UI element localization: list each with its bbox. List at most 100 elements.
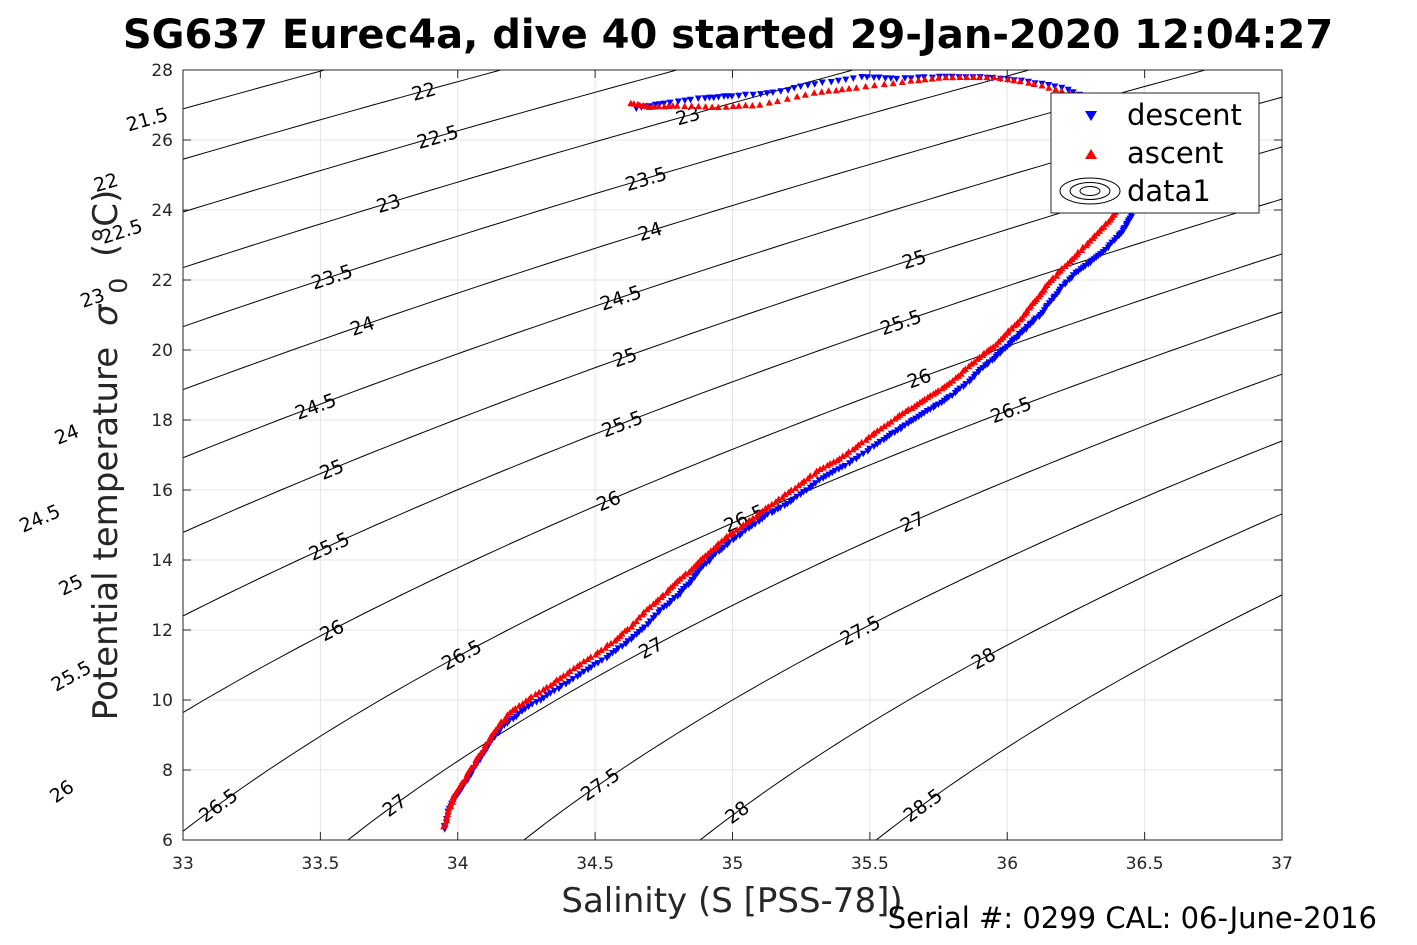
ascent-point — [928, 75, 936, 82]
x-tick-label: 34.5 — [576, 854, 614, 874]
ascent-point — [880, 422, 888, 430]
ascent-point — [1010, 76, 1018, 84]
y-axis-label-subscript: 0 — [104, 278, 133, 294]
ascent-point — [654, 596, 662, 603]
descent-point — [546, 690, 554, 697]
ascent-point — [836, 455, 843, 462]
ascent-point — [650, 103, 658, 110]
ascent-point — [726, 530, 734, 538]
x-tick-label: 36.5 — [1126, 854, 1164, 874]
ascent-point — [1049, 274, 1057, 281]
descent-point — [956, 385, 964, 393]
x-axis-ticks: 33 33.5 34 34.5 35 35.5 36 36.5 37 — [172, 70, 1293, 874]
descent-point — [841, 462, 849, 470]
descent-point — [870, 443, 878, 450]
ascent-point — [659, 591, 667, 599]
ascent-point — [735, 102, 743, 109]
ascent-point — [729, 528, 737, 536]
ascent-point — [795, 481, 803, 489]
ascent-point — [540, 686, 547, 693]
descent-point — [887, 75, 895, 82]
ascent-point — [695, 102, 702, 110]
descent-point — [715, 94, 722, 101]
descent-point — [793, 493, 801, 501]
ascent-point — [871, 81, 878, 89]
descent-point — [818, 79, 826, 86]
ascent-point — [570, 664, 578, 672]
y-tick-label: 18 — [151, 411, 173, 431]
descent-point — [859, 450, 867, 458]
ascent-point — [889, 79, 897, 87]
ascent-point — [983, 73, 991, 81]
descent-point — [962, 381, 970, 388]
ascent-point — [845, 85, 853, 92]
isopycnal-line — [875, 594, 1282, 840]
descent-point — [790, 85, 798, 92]
ascent-point — [845, 448, 853, 455]
ascent-point — [787, 486, 795, 493]
descent-point — [533, 699, 540, 706]
descent-point — [842, 76, 850, 84]
ascent-point — [976, 73, 983, 81]
descent-point — [751, 521, 759, 528]
ascent-point — [676, 575, 684, 582]
ascent-point — [921, 395, 929, 403]
ascent-point — [1058, 87, 1066, 94]
ascent-point — [764, 503, 772, 510]
ascent-point — [976, 353, 984, 360]
ascent-point — [566, 667, 574, 674]
descent-point — [528, 701, 536, 708]
ascent-point — [818, 88, 826, 95]
ascent-point — [1025, 79, 1033, 86]
ascent-point — [543, 683, 551, 691]
descent-point — [701, 95, 709, 102]
ascent-point — [768, 500, 776, 508]
descent-point — [587, 664, 595, 671]
x-tick-label: 36 — [996, 854, 1018, 874]
ascent-point — [775, 495, 783, 502]
descent-point — [1064, 86, 1072, 94]
ascent-point — [913, 400, 921, 408]
ascent-point — [556, 674, 564, 681]
descent-point — [797, 83, 805, 90]
ascent-point — [607, 639, 615, 647]
ascent-point — [823, 461, 831, 469]
ascent-point — [729, 102, 737, 109]
ascent-point — [532, 690, 540, 698]
ascent-point — [629, 620, 637, 627]
descent-point — [735, 92, 743, 100]
ascent-point — [806, 472, 814, 479]
descent-point — [525, 703, 533, 711]
ascent-point — [783, 95, 791, 102]
descent-point — [870, 74, 878, 82]
ascent-point — [774, 97, 781, 105]
ascent-point — [714, 540, 722, 547]
descent-point — [985, 359, 993, 366]
ascent-point — [1030, 80, 1038, 87]
isopycnal-line — [183, 311, 1282, 832]
ascent-point — [702, 103, 710, 110]
ascent-point — [682, 570, 690, 577]
ascent-point — [969, 73, 977, 80]
ascent-point — [1004, 75, 1012, 83]
ascent-point — [968, 360, 976, 367]
y-tick-label: 20 — [151, 341, 173, 361]
descent-point — [855, 453, 863, 460]
ascent-point — [865, 433, 873, 441]
ascent-point — [896, 411, 904, 418]
ascent-point — [800, 477, 808, 484]
ascent-point — [899, 409, 907, 417]
ascent-point — [1058, 264, 1066, 272]
svg-text:Potential temperature σ: Potential temperature σ 0 (°C) — [86, 190, 136, 721]
descent-point — [594, 660, 602, 667]
ascent-point — [877, 425, 885, 432]
descent-point — [770, 508, 778, 515]
descent-point — [815, 477, 823, 484]
descent-point — [926, 406, 934, 413]
descent-point — [777, 88, 785, 95]
descent-point — [670, 595, 678, 602]
descent-point — [1051, 83, 1059, 90]
y-axis-label-text: Potential temperature — [86, 347, 126, 720]
ascent-point — [832, 86, 840, 94]
descent-point — [875, 74, 883, 81]
